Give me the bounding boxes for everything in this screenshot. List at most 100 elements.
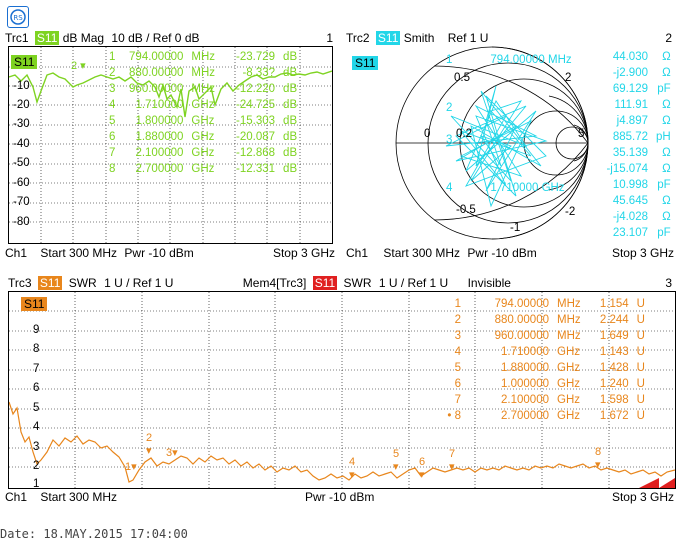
smith-label: 0 [424, 128, 431, 140]
trc3-marker-table: 1 794.00000 MHz 1.154 U 2 880.00000 MHz 2.244 U … [437, 296, 649, 424]
marker-row: 6 1.000000 GHz 1.240 U [454, 378, 645, 390]
marker-row: 1 794.00000 MHz 1.154 U [454, 298, 645, 310]
trc3-ref[interactable]: Ref 1 U [132, 276, 174, 290]
svg-text:RS: RS [13, 14, 23, 22]
marker-flag: 4 ▾ [349, 456, 356, 481]
trc1-footer-pwr[interactable]: Pwr -10 dBm [124, 246, 194, 260]
trc2-footer-start[interactable]: Start 300 MHz [383, 246, 461, 260]
smith-label: -2 [565, 206, 576, 218]
trc3-scale[interactable]: 1 U / [104, 276, 130, 290]
trc1-tag[interactable]: S11 [11, 55, 38, 69]
smith-label: 5 [578, 128, 585, 140]
mem4-name[interactable]: Mem4[Trc3] [242, 276, 307, 290]
marker-row: 1 794.00000 MHz -23.729 dB [109, 51, 298, 63]
trc2-param-badge[interactable]: S11 [375, 31, 401, 45]
trc2-ref[interactable]: Ref 1 U [447, 31, 489, 45]
smith-label: -0.5 [456, 204, 476, 216]
trc1-param-badge[interactable]: S11 [34, 31, 60, 45]
marker-flag: 3▾ [166, 447, 178, 459]
trc2-footer-pwr[interactable]: Pwr -10 dBm [467, 246, 537, 260]
trc1-marker-flag-2: 2 ▾ [71, 60, 86, 72]
smith-label: 2 [565, 72, 572, 84]
trc1-scale[interactable]: 10 dB / [111, 31, 150, 45]
marker-row: 3 [446, 134, 453, 146]
trc1-ylabel: -80 [13, 216, 30, 228]
trc2-smith-chart [395, 46, 589, 240]
trc3-footer-start[interactable]: Start 300 MHz [40, 490, 118, 504]
trc3-param-badge[interactable]: S11 [37, 276, 63, 290]
trc2-name[interactable]: Trc2 [346, 31, 370, 45]
trc3-ylabel: 1 [33, 478, 40, 489]
mem4-marker-triangle [639, 478, 659, 488]
trc1-ylabel: -40 [13, 138, 30, 150]
trc1-name[interactable]: Trc1 [5, 31, 29, 45]
trc3-diagram[interactable]: S11 9 8 7 6 5 4 3 2 1 1▾ 2 ▾ 3▾ 4 ▾ 5 ▾ 6 ▾ … [8, 291, 676, 489]
trc1-channel-num: 1 [326, 31, 333, 45]
marker-flag: 5 ▾ [393, 448, 400, 473]
mem4-format[interactable]: SWR [343, 276, 372, 290]
trc3-ylabel: 6 [33, 382, 40, 394]
marker-row: 7 2.100000 GHz 1.598 U [454, 394, 645, 406]
marker-row: 5 1.880000 GHz 1.428 U [454, 362, 645, 374]
trc2-format[interactable]: Smith [403, 31, 435, 45]
trc3-header: Trc3 S11 SWR 1 U / Ref 1 U Mem4[Trc3] S1… [5, 276, 676, 290]
mem4-ref[interactable]: Ref 1 U [407, 276, 449, 290]
trc2-diagram[interactable]: S11 0.5 2 0 0.2 5 -0.5 -2 -1 1 794.00000 … [346, 46, 676, 244]
marker-row: 3 960.00000 MHz -12.220 dB [109, 83, 298, 95]
trc3-ylabel: 9 [33, 324, 40, 336]
marker-flag: 8 ▾ [595, 446, 602, 471]
trc3-footer-ch[interactable]: Ch1 [5, 490, 28, 504]
trc3-plot [9, 292, 675, 488]
trc3-footer: Ch1 Start 300 MHz Pwr -10 dBm Stop 3 GHz [5, 490, 676, 504]
trc1-ylabel: -70 [13, 196, 30, 208]
trc1-trace [9, 70, 332, 118]
marker-flag: 2 ▾ [146, 432, 153, 457]
marker-row: 6 1.880000 GHz -20.087 dB [109, 131, 298, 143]
trc1-format[interactable]: dB Mag [62, 31, 105, 45]
trc1-footer: Ch1 Start 300 MHz Pwr -10 dBm Stop 3 GHz [5, 246, 337, 260]
trc1-footer-stop[interactable]: Stop 3 GHz [272, 246, 335, 260]
trc3-ylabel: 3 [33, 441, 40, 453]
trc3-ylabel: 7 [33, 363, 40, 375]
mem4-param-badge[interactable]: S11 [312, 276, 338, 290]
trc3-ylabel: 4 [33, 421, 40, 433]
trc1-ylabel: -10 [13, 80, 30, 92]
trc3-format[interactable]: SWR [68, 276, 97, 290]
trc1-footer-start[interactable]: Start 300 MHz [40, 246, 118, 260]
trc2-tag[interactable]: S11 [352, 56, 379, 70]
trc3-tag[interactable]: S11 [21, 297, 48, 311]
marker-row: 8 2.700000 GHz -12.331 dB [109, 163, 298, 175]
trc2-channel-num: 2 [665, 31, 672, 45]
trc1-ref[interactable]: Ref 0 dB [152, 31, 200, 45]
mem4-scale[interactable]: 1 U / [378, 276, 405, 290]
trc3-marker-flags: 1▾ 2 ▾ 3▾ 4 ▾ 5 ▾ 6 ▾ 7 ▾ 8 ▾ [9, 292, 675, 488]
trc1-ylabel: -60 [13, 177, 30, 189]
trc1-marker-table: 1 794.00000 MHz -23.729 dB 2 880.00000 MHz -8.3… [105, 49, 301, 177]
marker-flag: 1▾ [125, 461, 137, 473]
trc3-footer-pwr[interactable]: Pwr -10 dBm [305, 490, 375, 504]
trc1-y-axis: -10 -20 -30 -40 -50 -60 -70 -80 [9, 47, 39, 228]
trc2-value-table: 44.030 Ω -j2.900 Ω 69.129 pF 111.91 Ω j4.897… [606, 51, 671, 239]
marker-flag: 7 ▾ [449, 448, 456, 473]
marker-row: 2 880.00000 MHz -8.33? dB [109, 67, 298, 79]
trc1-ylabel: -50 [13, 157, 30, 169]
trc3-ylabel: 2 [33, 460, 40, 472]
trc1-ylabel: -20 [13, 99, 30, 111]
trc2-footer-stop[interactable]: Stop 3 GHz [611, 246, 674, 260]
trc3-channel-num: 3 [665, 276, 672, 290]
trc3-ylabel: 5 [33, 402, 40, 414]
trc2-trace [445, 85, 548, 208]
trc1-ylabel: -30 [13, 118, 30, 130]
trc1-diagram[interactable]: S11 -10 -20 -30 -40 -50 -60 -70 -80 2 ▾ … [8, 46, 333, 244]
trc3-footer-stop[interactable]: Stop 3 GHz [611, 490, 674, 504]
marker-row: 1 794.00000 MHz [446, 54, 572, 66]
smith-label: 0.2 [456, 128, 472, 140]
marker-row: 2 [446, 102, 453, 114]
marker-row: 4 1.710000 GHz [446, 182, 565, 194]
marker-row: 4 1.710000 GHz 1.143 U [454, 346, 645, 358]
trc1-footer-ch[interactable]: Ch1 [5, 246, 28, 260]
trc3-name[interactable]: Trc3 [8, 276, 32, 290]
trc2-footer-ch[interactable]: Ch1 [346, 246, 369, 260]
mem4-state[interactable]: Invisible [467, 276, 511, 290]
marker-row: 2 880.00000 MHz 2.244 U [454, 314, 645, 326]
